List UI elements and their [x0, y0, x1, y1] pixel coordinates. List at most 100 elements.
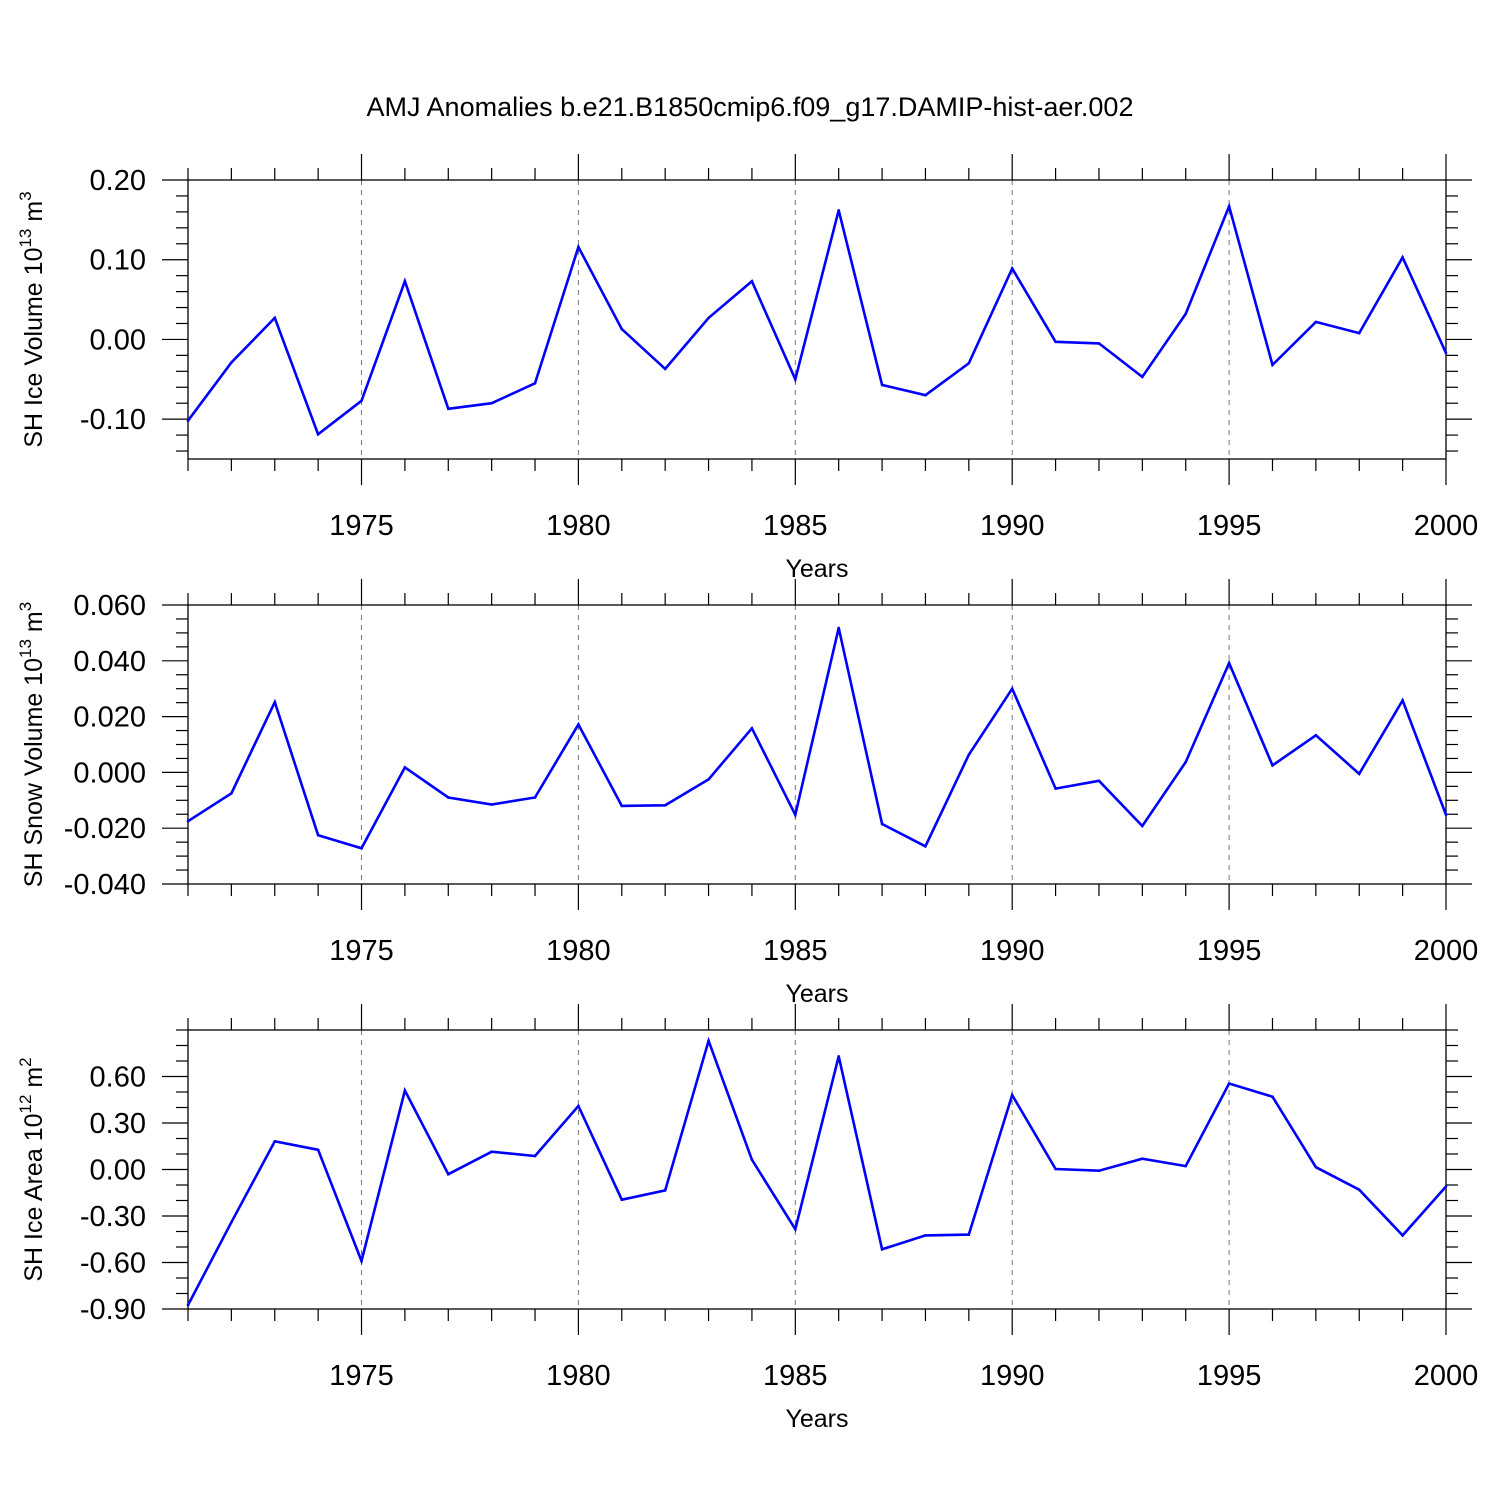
- x-tick-label: 2000: [1414, 510, 1479, 542]
- x-tick-label: 1980: [546, 510, 611, 542]
- data-point: [447, 1172, 450, 1176]
- data-point: [447, 407, 450, 411]
- y-tick-label: -0.30: [80, 1201, 146, 1233]
- y-axis-label: SH Ice Volume 1013 m3: [16, 191, 48, 447]
- x-tick-label: 2000: [1414, 1360, 1479, 1392]
- data-point: [1097, 342, 1101, 345]
- data-point: [533, 382, 537, 385]
- chart-title: AMJ Anomalies b.e21.B1850cmip6.f09_g17.D…: [367, 92, 1134, 122]
- data-point: [794, 378, 797, 381]
- data-point: [967, 753, 971, 757]
- data-point: [577, 245, 580, 249]
- data-point: [490, 1150, 494, 1153]
- y-axis-label-text: SH Snow Volume 10: [20, 658, 48, 887]
- data-point: [230, 361, 233, 364]
- x-tick-label: 1995: [1197, 510, 1262, 542]
- data-point: [360, 847, 363, 850]
- data-point: [1141, 375, 1144, 379]
- x-tick-label: 1975: [329, 510, 394, 542]
- data-point: [1401, 255, 1404, 259]
- data-point: [1271, 363, 1274, 367]
- data-point: [1054, 1167, 1057, 1171]
- data-point: [1357, 772, 1361, 776]
- y-tick-label: -0.040: [64, 869, 146, 901]
- x-tick-label: 1980: [546, 935, 611, 967]
- data-point: [707, 316, 710, 320]
- y-tick-label: 0.60: [90, 1062, 146, 1094]
- data-point: [316, 433, 320, 436]
- data-point: [316, 1148, 320, 1152]
- data-point: [707, 778, 710, 781]
- y-tick-label: 0.060: [73, 590, 146, 622]
- series-line: [186, 202, 1448, 437]
- data-point: [924, 845, 927, 848]
- data-point: [403, 279, 407, 283]
- y-tick-label: 0.00: [90, 324, 146, 356]
- x-tick-label: 1975: [329, 935, 394, 967]
- data-point: [186, 419, 190, 423]
- x-tick-label: 1990: [980, 935, 1045, 967]
- data-point: [533, 796, 537, 799]
- y-axis-label-text: SH Ice Volume 10: [20, 248, 48, 448]
- data-point: [1314, 734, 1318, 737]
- data-point: [230, 792, 233, 795]
- data-point: [837, 209, 840, 212]
- data-point: [750, 279, 754, 283]
- data-point: [837, 626, 840, 630]
- data-point: [663, 367, 667, 371]
- panel-2: -0.040 -0.020 0.000 0.020 0.040 0.060 1975 1980…: [16, 579, 1478, 1008]
- data-point: [1097, 1169, 1101, 1172]
- x-tick-label: 1985: [763, 510, 828, 542]
- plot-frame: [187, 604, 1447, 885]
- data-point: [1141, 1157, 1144, 1160]
- x-tick-label: 1990: [980, 510, 1045, 542]
- data-point: [750, 727, 754, 730]
- data-point: [1444, 351, 1448, 355]
- data-point: [1010, 687, 1014, 690]
- data-point: [447, 796, 450, 799]
- x-tick-label: 2000: [1414, 935, 1479, 967]
- y-tick-label: 0.00: [90, 1155, 146, 1187]
- data-point: [186, 1303, 190, 1307]
- data-point: [490, 401, 494, 405]
- data-point: [273, 1140, 277, 1143]
- data-point: [1314, 320, 1318, 324]
- data-point: [1097, 779, 1101, 783]
- data-point: [1314, 1165, 1318, 1169]
- x-tick-label: 1985: [763, 935, 828, 967]
- x-tick-label: 1995: [1197, 1360, 1262, 1392]
- data-point: [1227, 205, 1231, 208]
- data-point: [663, 804, 667, 807]
- data-point: [1401, 699, 1404, 702]
- x-tick-label: 1985: [763, 1360, 828, 1392]
- data-point: [880, 383, 884, 387]
- data-point: [533, 1154, 537, 1158]
- plot-frame: [187, 179, 1447, 460]
- y-axis-label-superscript: 3: [16, 191, 35, 200]
- data-point: [880, 1248, 884, 1251]
- y-tick-label: 0.30: [90, 1108, 146, 1140]
- series-line: [187, 627, 1448, 850]
- data-point: [360, 1259, 363, 1263]
- data-point: [967, 1233, 971, 1236]
- data-point: [1184, 312, 1187, 316]
- data-point: [967, 362, 971, 365]
- data-point: [1271, 764, 1274, 767]
- data-point: [837, 1055, 840, 1058]
- x-axis-label: Years: [785, 555, 848, 583]
- data-point: [1184, 760, 1187, 764]
- data-point: [1227, 661, 1231, 665]
- data-point: [1010, 267, 1014, 270]
- plot-frame: [187, 1029, 1447, 1310]
- y-tick-label: -0.10: [80, 404, 146, 436]
- data-point: [490, 803, 494, 806]
- data-point: [707, 1039, 710, 1043]
- data-point: [1141, 824, 1144, 828]
- y-axis-label-text: SH Ice Area 10: [20, 1114, 48, 1282]
- data-point: [577, 723, 580, 726]
- series-line: [186, 1036, 1447, 1306]
- y-tick-label: 0.20: [90, 165, 146, 197]
- data-point: [1444, 1185, 1448, 1188]
- x-tick-label: 1980: [546, 1360, 611, 1392]
